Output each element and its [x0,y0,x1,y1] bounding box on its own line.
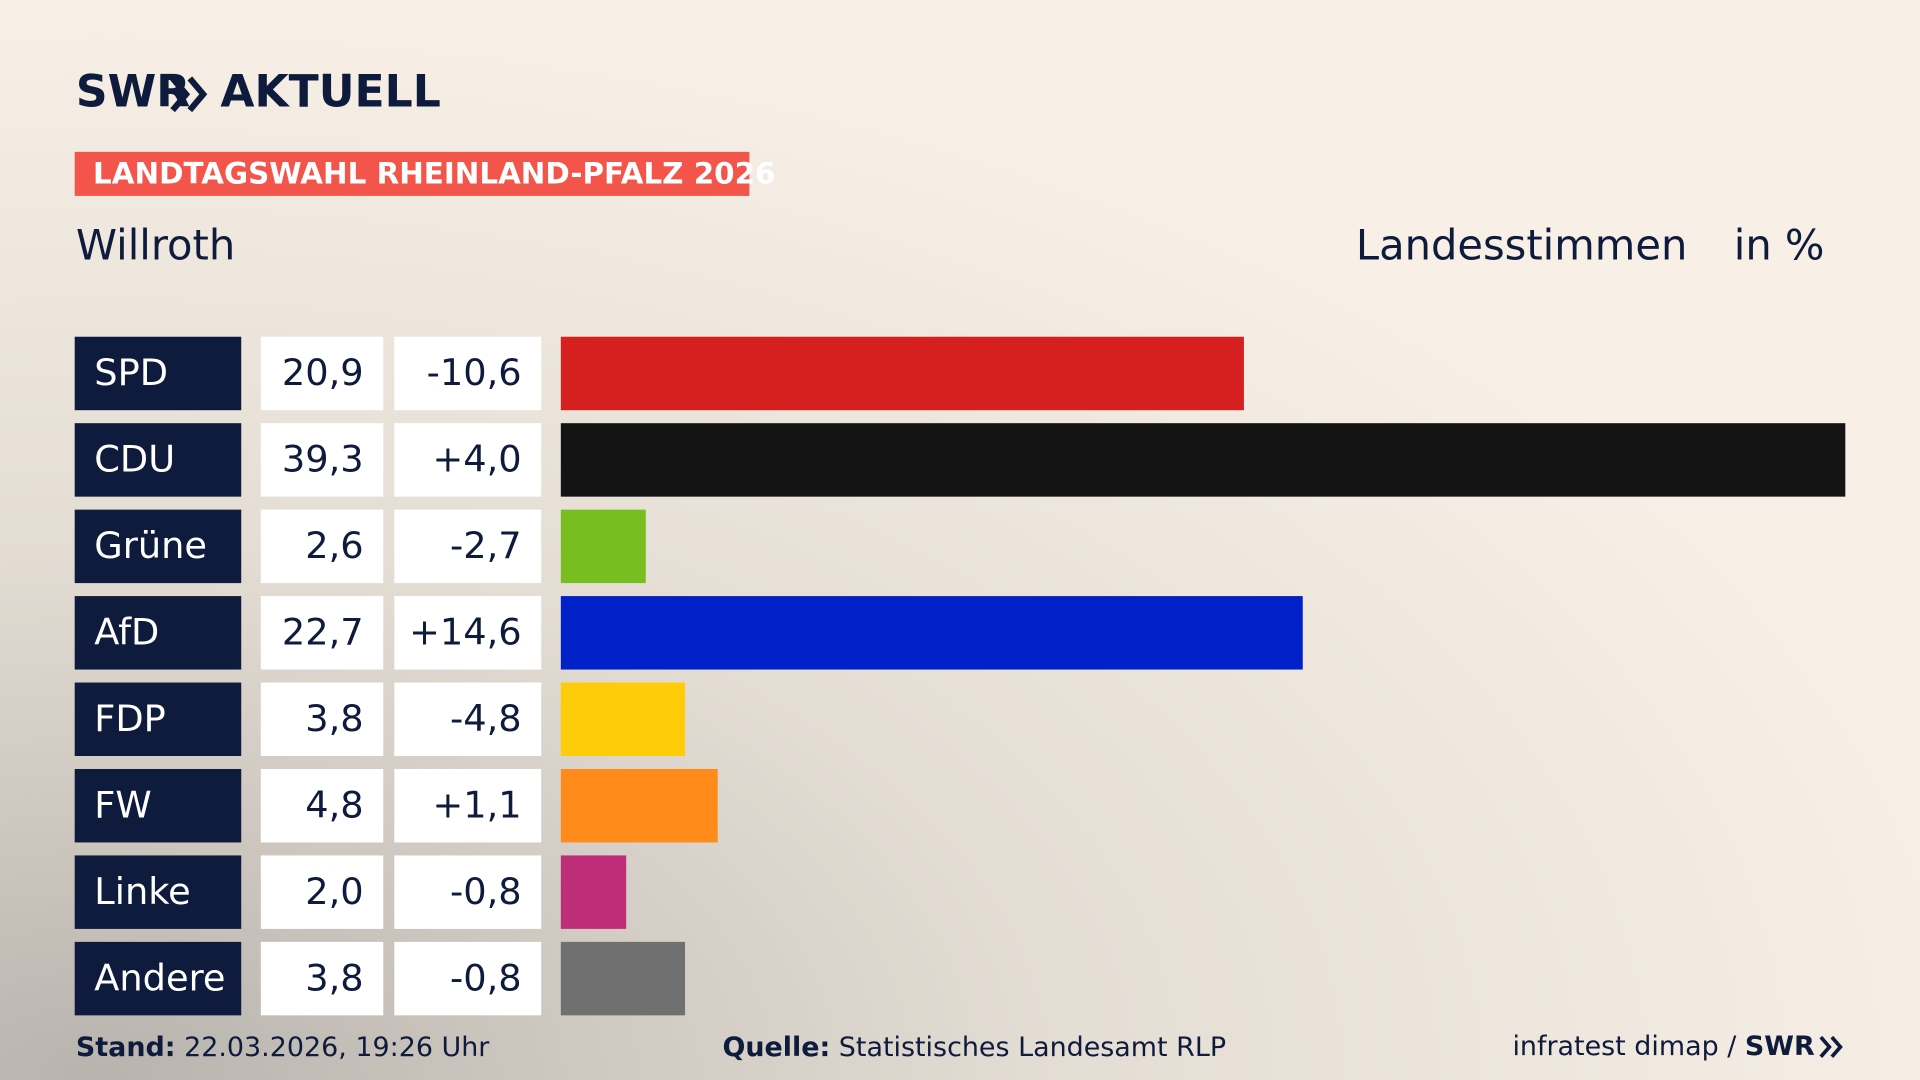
party-box [74,336,242,411]
change-label: +14,6 [409,611,522,654]
bar [560,509,646,584]
brand-suffix: AKTUELL [220,66,440,117]
bar [560,855,627,929]
bar [560,682,686,756]
change-box [394,855,542,929]
party-box [74,768,242,843]
credit: infratest dimap / SWR [1512,1030,1815,1061]
credit-brand: SWR [1745,1030,1815,1061]
stand-value: 22.03.2026, 19:26 Uhr [184,1032,490,1063]
value-box [260,596,384,670]
party-box [74,423,242,497]
bar [560,941,686,1016]
stand-label: Stand: [76,1032,176,1063]
change-box [394,768,542,843]
party-label: SPD [94,351,168,394]
change-label: +4,0 [432,438,521,481]
change-box [394,682,542,756]
change-box [394,941,542,1016]
party-label: Grüne [94,524,207,567]
value-label: 4,8 [305,783,363,826]
bar [560,596,1303,670]
bar [560,423,1846,497]
credit-chevrons [1819,1035,1843,1058]
party-label: FDP [94,697,166,740]
party-label: FW [94,783,151,826]
party-label: AfD [94,611,159,654]
value-box [260,682,384,756]
value-label: 3,8 [305,956,363,999]
party-box [74,596,242,670]
chart-title: Willroth [76,221,235,270]
party-label: CDU [94,438,175,481]
source-value: Statistisches Landesamt RLP [839,1032,1226,1063]
value-box [260,423,384,497]
change-label: -0,8 [450,870,522,913]
change-box [394,509,542,584]
value-box [260,509,384,584]
banner: LANDTAGSWAHL RHEINLAND-PFALZ 2026 [93,157,775,191]
change-label: -10,6 [427,351,522,394]
source: Quelle: Statistisches Landesamt RLP [722,1032,1226,1063]
party-box [74,941,242,1016]
unit: in % [1734,221,1825,270]
stand: Stand: 22.03.2026, 19:26 Uhr [76,1032,490,1063]
credit-text: infratest dimap / [1512,1030,1737,1061]
value-box [260,768,384,843]
bar [560,336,1244,411]
change-box [394,596,542,670]
value-label: 3,8 [305,697,363,740]
change-label: +1,1 [432,783,521,826]
change-label: -0,8 [450,956,522,999]
party-box [74,682,242,756]
change-label: -4,8 [450,697,522,740]
change-box [394,336,542,411]
value-label: 39,3 [282,438,364,481]
value-box [260,336,384,411]
change-label: -2,7 [450,524,522,567]
party-box [74,509,242,584]
subtitle: Landesstimmen [1356,221,1687,270]
chevrons [170,76,208,113]
value-box [260,855,384,929]
value-label: 22,7 [282,611,364,654]
bar [560,768,718,843]
source-label: Quelle: [722,1032,830,1063]
value-box [260,941,384,1016]
party-label: Andere [94,956,225,999]
change-box [394,423,542,497]
party-label: Linke [94,870,190,913]
value-label: 2,0 [305,870,363,913]
banner-bg [74,151,750,196]
value-label: 20,9 [282,351,364,394]
party-box [74,855,242,929]
value-label: 2,6 [305,524,363,567]
